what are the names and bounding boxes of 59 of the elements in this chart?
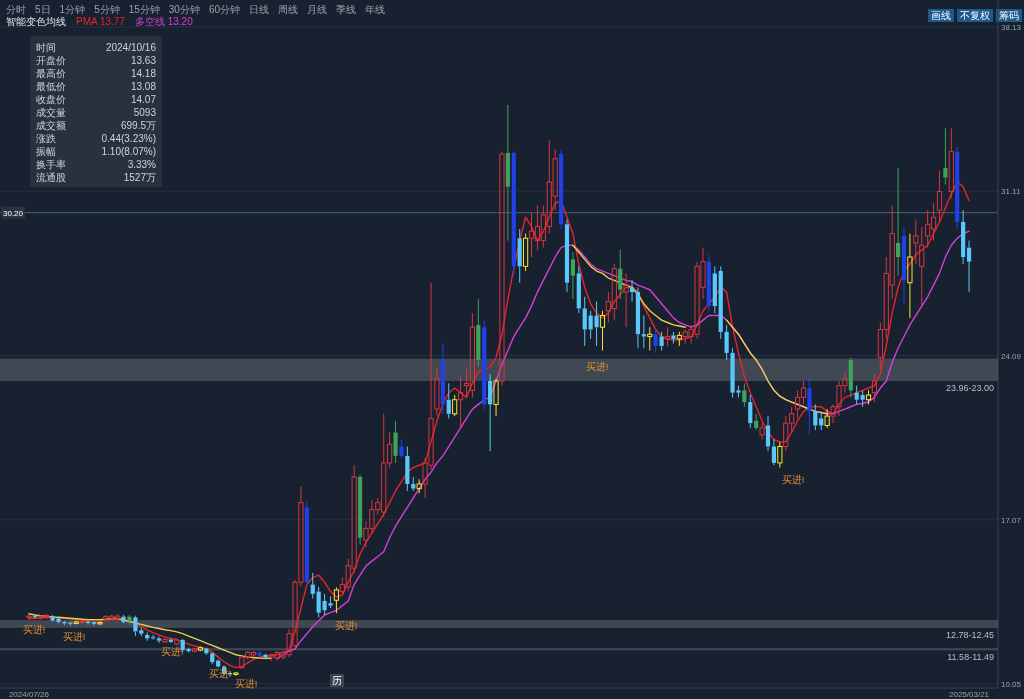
- text: 1分钟: [59, 4, 86, 15]
- text: 年线: [365, 4, 386, 15]
- band-label: 11.58-11.49: [947, 652, 994, 663]
- text: 多空线 13.20: [134, 16, 194, 27]
- y-tick-label: 10.05: [1001, 680, 1022, 689]
- button: 画线: [928, 9, 954, 22]
- text: 日线: [249, 4, 270, 15]
- text: PMA 13.77: [76, 16, 126, 27]
- annotation: 买进!: [62, 631, 86, 642]
- annotation: 1.10(8.07%): [101, 146, 156, 157]
- text: 月线: [307, 4, 328, 15]
- annotation: 买进!: [334, 620, 358, 631]
- annotation: 13.63: [130, 55, 157, 66]
- button: 筹码: [996, 9, 1022, 22]
- annotation: 买进!: [234, 678, 258, 689]
- annotation: 成交量: [36, 107, 66, 118]
- y-tick-label: 24.09: [1001, 351, 1022, 361]
- annotation: 14.18: [130, 68, 157, 79]
- annotation: 1527万: [123, 172, 156, 183]
- annotation: 最低价: [36, 81, 66, 92]
- text: 30分钟: [168, 4, 200, 15]
- annotation: 开盘价: [36, 55, 66, 66]
- annotation: 买进!: [22, 624, 46, 635]
- annotation: 13.08: [130, 81, 157, 92]
- annotation: 699.5万: [120, 120, 156, 131]
- text: 5日: [35, 4, 51, 15]
- text: 60分钟: [208, 4, 241, 15]
- text: 15分钟: [128, 4, 160, 15]
- annotation: 振幅: [36, 146, 56, 157]
- text: 分时: [6, 4, 26, 15]
- button: 不复权: [957, 9, 993, 22]
- annotation: 时间: [36, 42, 56, 53]
- text: 季线: [336, 4, 357, 15]
- x-tick-label: 2025/03/21: [949, 690, 990, 699]
- annotation: 最高价: [36, 68, 66, 79]
- annotation: 买进!: [208, 668, 232, 679]
- annotation: 买进!: [160, 646, 184, 657]
- y-tick-label: 38.13: [1001, 23, 1022, 32]
- x-tick-label: 2024/07/26: [8, 690, 50, 699]
- annotation: 0.44(3.23%): [101, 133, 156, 144]
- annotation: 换手率: [36, 159, 66, 170]
- annotation: 流通股: [36, 172, 66, 183]
- annotation: 14.07: [130, 94, 157, 105]
- annotation: 3.33%: [127, 159, 157, 170]
- annotation: 2024/10/16: [105, 42, 157, 53]
- band-label: 12.78-12.45: [945, 629, 994, 640]
- annotation: 收盘价: [36, 94, 66, 105]
- annotation: 买进!: [585, 361, 609, 372]
- y-tick-label: 31.11: [1001, 187, 1021, 197]
- annotation: 5093: [133, 107, 157, 118]
- annotation: 涨跌: [36, 133, 56, 144]
- text: 5分钟: [94, 4, 120, 15]
- annotation: 成交额: [36, 120, 66, 131]
- band-label: 23.96-23.00: [945, 383, 994, 393]
- ref-line-label: 30.20: [3, 208, 24, 218]
- annotation: 买进!: [781, 474, 805, 485]
- y-tick-label: 17.07: [1001, 515, 1022, 525]
- text: 周线: [278, 4, 299, 15]
- chart-title: 智能变色均线: [6, 16, 66, 27]
